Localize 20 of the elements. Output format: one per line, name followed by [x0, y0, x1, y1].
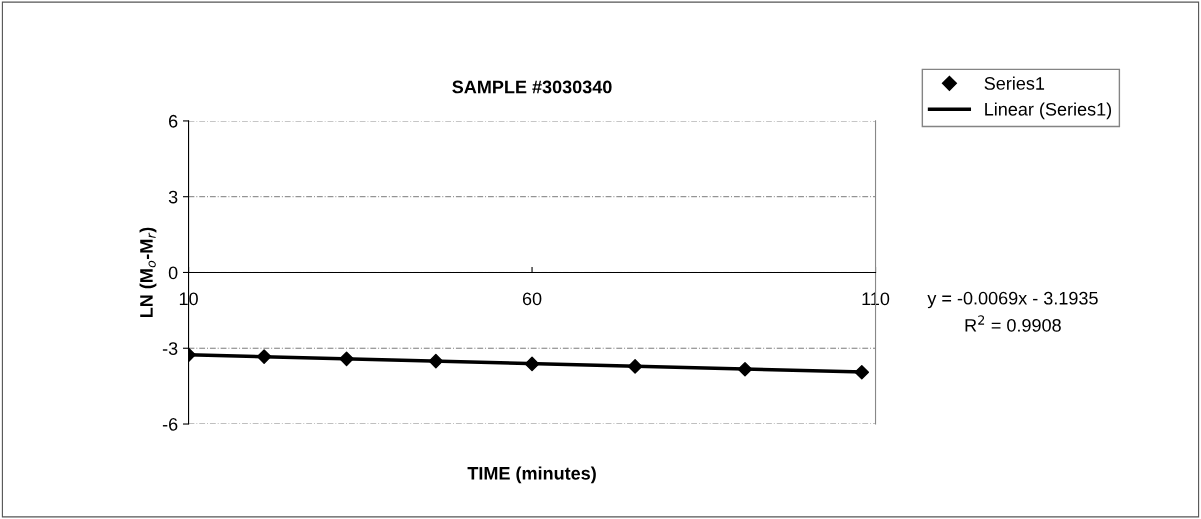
point: [737, 361, 753, 377]
x-axis-title: TIME (minutes): [467, 466, 596, 484]
x-tick-label: 60: [522, 292, 542, 306]
legend-label: Linear (Series1): [985, 102, 1112, 120]
y-tick-label: -6: [162, 417, 178, 431]
point: [524, 356, 540, 372]
y-tick-label: 3: [168, 190, 178, 204]
point: [428, 353, 444, 369]
y-tick-label: -3: [162, 342, 178, 355]
point: [339, 351, 354, 367]
point: [854, 364, 870, 380]
point: [256, 349, 272, 364]
y-tick-label: 0: [168, 266, 178, 280]
point: [627, 359, 643, 374]
text: R$^{2}$ = 0.9908: [965, 315, 1061, 332]
y-axis-title: LN (M$_{o}$-M$_{r}$): [139, 227, 157, 318]
legend-label: Series1: [984, 76, 1045, 90]
chart-title: SAMPLE #3030340: [452, 80, 612, 94]
y-tick-label: 6: [169, 114, 178, 128]
text: y = -0.0069x - 3.1935: [927, 291, 1098, 309]
